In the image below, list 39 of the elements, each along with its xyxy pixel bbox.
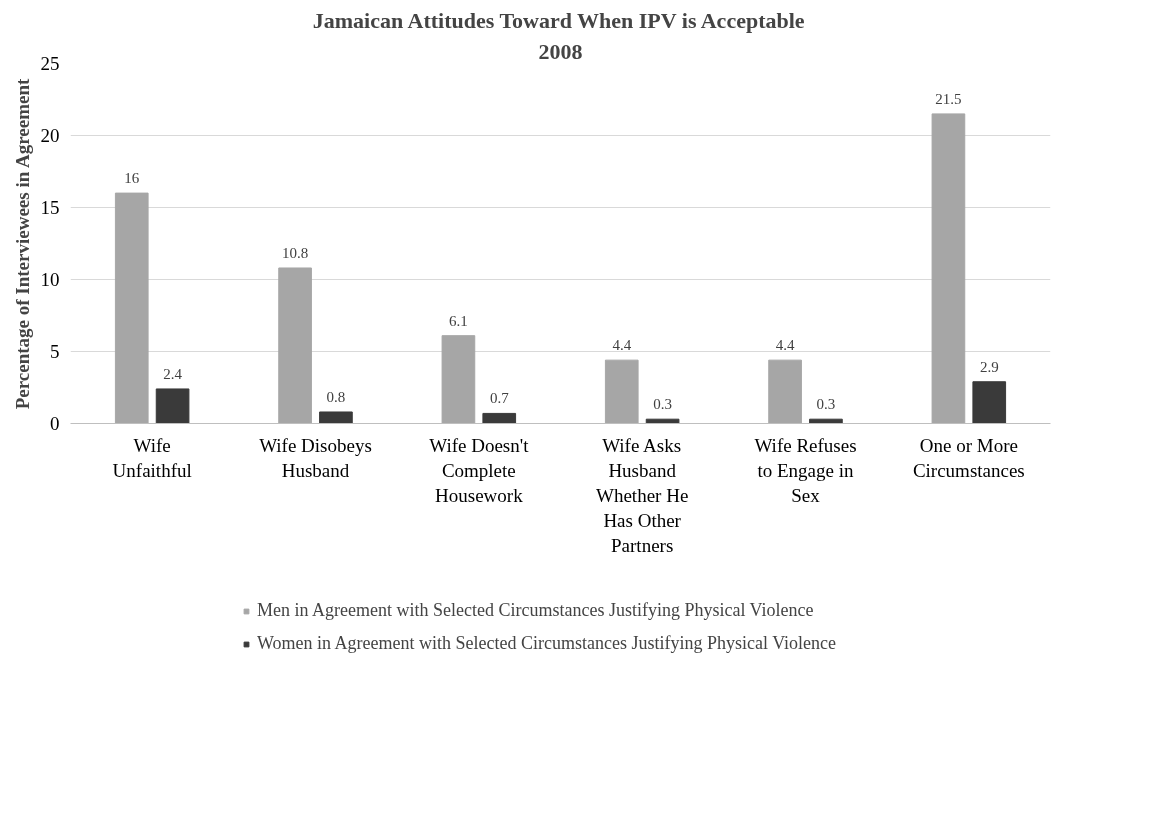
bar [441, 335, 476, 424]
data-label: 21.5 [935, 90, 962, 107]
data-label: 16 [124, 170, 140, 187]
bar [319, 411, 353, 424]
data-label: 4.4 [612, 337, 632, 354]
y-tick-label: 20 [40, 125, 60, 146]
y-tick-label: 25 [40, 53, 60, 74]
data-label: 4.4 [775, 337, 795, 354]
bar [972, 381, 1007, 424]
bar [931, 113, 966, 424]
bar [114, 192, 149, 424]
legend-label: Women in Agreement with Selected Circumstances Justifying Physical Violence [257, 633, 837, 654]
y-tick-label: 5 [50, 341, 60, 362]
y-tick-label: 0 [50, 413, 60, 434]
x-tick-label: Wife Disobeys Husband [259, 434, 372, 481]
legend-label: Men in Agreement with Selected Circumstances Justifying Physical Violence [257, 600, 814, 621]
x-tick-label: Wife Doesn't Complete Housework [429, 434, 530, 506]
bar [604, 359, 639, 424]
data-label: 0.8 [326, 388, 346, 405]
y-tick-label: 15 [40, 197, 60, 218]
x-tick-label: One or More Circumstances [912, 434, 1025, 481]
chart-subtitle: 2008 [538, 38, 583, 64]
data-label: 2.4 [163, 365, 183, 382]
data-label: 6.1 [449, 312, 468, 329]
y-tick-label: 10 [40, 269, 60, 290]
chart-title: Jamaican Attitudes Toward When IPV is Acceptable [312, 7, 805, 33]
x-tick-label: Wife Refuses to Engage in Sex [754, 434, 857, 506]
y-axis-title: Percentage of Interviewees in Agreement [11, 78, 33, 410]
bar [278, 267, 312, 424]
data-label: 10.8 [281, 244, 309, 261]
bar [155, 388, 190, 424]
bar [482, 412, 517, 424]
data-label: 2.9 [979, 358, 999, 375]
data-label: 0.3 [816, 396, 836, 413]
x-tick-label: Wife Unfaithful [112, 434, 192, 481]
data-label: 0.7 [489, 390, 510, 407]
x-tick-label: Wife Asks Husband Whether He Has Other Partners [596, 434, 689, 557]
bar [768, 359, 802, 424]
data-label: 0.3 [653, 396, 672, 413]
